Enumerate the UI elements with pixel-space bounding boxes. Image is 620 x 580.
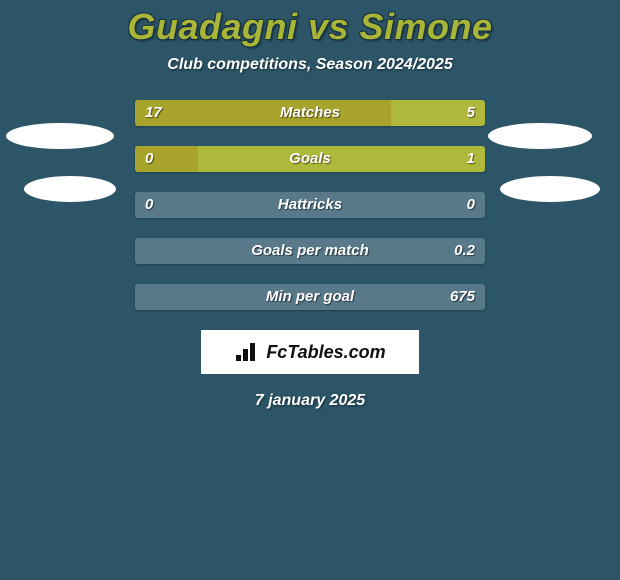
stat-label: Matches <box>135 100 485 126</box>
subtitle: Club competitions, Season 2024/2025 <box>0 56 620 74</box>
stat-value-right: 0 <box>467 192 475 218</box>
stat-rows: 17Matches50Goals10Hattricks0Goals per ma… <box>135 74 485 310</box>
stat-row: 17Matches5 <box>135 100 485 126</box>
stat-row: 0Goals1 <box>135 146 485 172</box>
stat-label: Goals per match <box>135 238 485 264</box>
player-right-logo-placeholder-1 <box>488 123 592 149</box>
player-right-logo-placeholder-2 <box>500 176 600 202</box>
comparison-canvas: Guadagni vs Simone Club competitions, Se… <box>0 0 620 580</box>
stat-row: Min per goal675 <box>135 284 485 310</box>
stat-label: Hattricks <box>135 192 485 218</box>
stat-value-right: 0.2 <box>454 238 475 264</box>
stat-label: Goals <box>135 146 485 172</box>
player-left-logo-placeholder-1 <box>6 123 114 149</box>
player-left-logo-placeholder-2 <box>24 176 116 202</box>
stat-row: Goals per match0.2 <box>135 238 485 264</box>
date-label: 7 january 2025 <box>0 392 620 410</box>
stat-row: 0Hattricks0 <box>135 192 485 218</box>
bar-chart-icon <box>234 341 260 363</box>
stat-value-right: 1 <box>467 146 475 172</box>
stat-value-right: 5 <box>467 100 475 126</box>
fctables-logo: FcTables.com <box>201 330 419 374</box>
stat-value-right: 675 <box>450 284 475 310</box>
stat-label: Min per goal <box>135 284 485 310</box>
logo-text: FcTables.com <box>266 342 385 363</box>
page-title: Guadagni vs Simone <box>0 0 620 48</box>
